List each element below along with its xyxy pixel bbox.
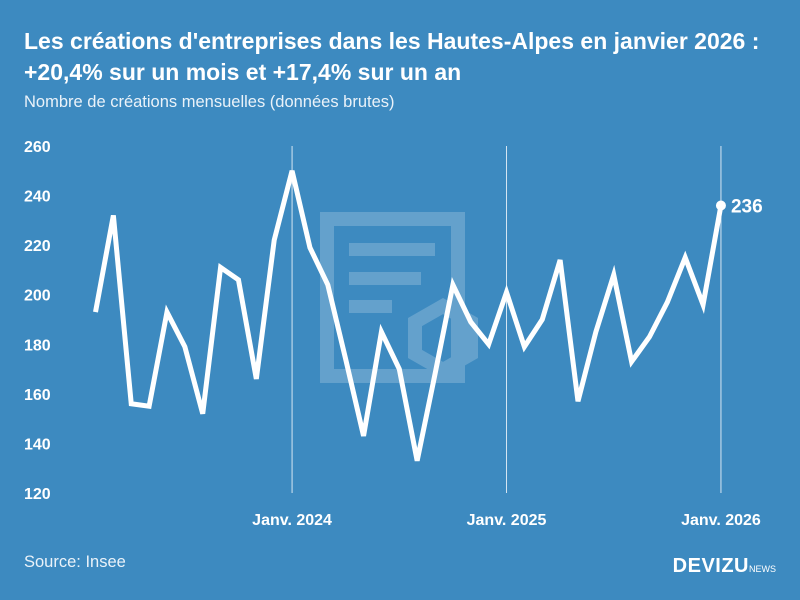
source-note: Source: Insee bbox=[24, 553, 126, 571]
logo-main: DEVIZU bbox=[672, 555, 749, 577]
y-tick-label: 240 bbox=[24, 189, 51, 206]
watermark-document-icon bbox=[320, 212, 478, 383]
y-tick-label: 140 bbox=[24, 436, 51, 453]
devizu-logo: DEVIZUNEWS bbox=[673, 555, 776, 578]
logo-sub: NEWS bbox=[749, 564, 776, 574]
y-tick-label: 220 bbox=[24, 238, 51, 255]
y-tick-label: 200 bbox=[24, 288, 51, 305]
y-tick-label: 260 bbox=[24, 139, 51, 156]
last-point-marker bbox=[715, 200, 726, 211]
x-tick-label: Janv. 2025 bbox=[467, 512, 547, 529]
y-tick-label: 180 bbox=[24, 337, 51, 354]
chart-subtitle: Nombre de créations mensuelles (données … bbox=[24, 93, 395, 111]
x-tick-label: Janv. 2024 bbox=[252, 512, 332, 529]
last-value-label: 236 bbox=[731, 196, 763, 217]
y-tick-label: 160 bbox=[24, 387, 51, 404]
x-tick-label: Janv. 2026 bbox=[681, 512, 761, 529]
chart-title: Les créations d'entreprises dans les Hau… bbox=[24, 28, 760, 85]
y-tick-label: 120 bbox=[24, 486, 51, 503]
series-line bbox=[93, 170, 724, 462]
